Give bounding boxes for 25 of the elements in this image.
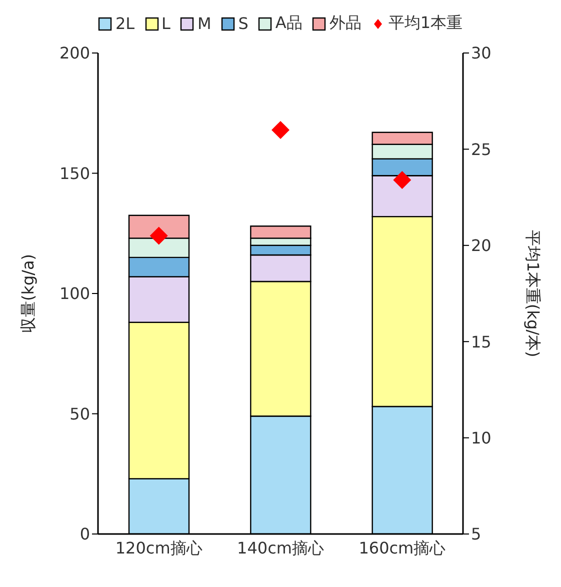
legend-label: 平均1本重 <box>388 13 463 34</box>
x-tick-label: 140cm摘心 <box>237 538 324 558</box>
y-tick-label: 50 <box>70 404 90 424</box>
point <box>272 120 290 139</box>
legend-label: L <box>162 14 170 33</box>
y-tick-label: 200 <box>59 44 90 63</box>
legend-label: A品 <box>275 13 302 34</box>
y-tick-label: 100 <box>59 284 90 304</box>
y2-tick-label: 30 <box>471 44 492 63</box>
y-tick-label: 150 <box>59 164 90 183</box>
y2-tick-label: 20 <box>471 236 492 256</box>
legend-label: 外品 <box>329 13 362 34</box>
x-tick-label: 160cm摘心 <box>358 538 446 558</box>
point <box>393 170 412 189</box>
x-tick-label: 120cm摘心 <box>115 538 202 558</box>
y-tick-label: 0 <box>80 524 90 544</box>
y-axis-title: 収量(kg/a) <box>18 254 38 334</box>
y2-tick-label: 25 <box>471 140 492 159</box>
y2-tick-label: 5 <box>471 524 482 544</box>
legend-label: S <box>238 14 248 33</box>
legend-label: 2L <box>115 14 135 33</box>
y2-tick-label: 15 <box>471 332 492 352</box>
y2-axis-title: 平均1本重(kg/本) <box>523 230 542 358</box>
y2-tick-label: 10 <box>471 428 492 448</box>
legend-label: M <box>197 14 212 33</box>
